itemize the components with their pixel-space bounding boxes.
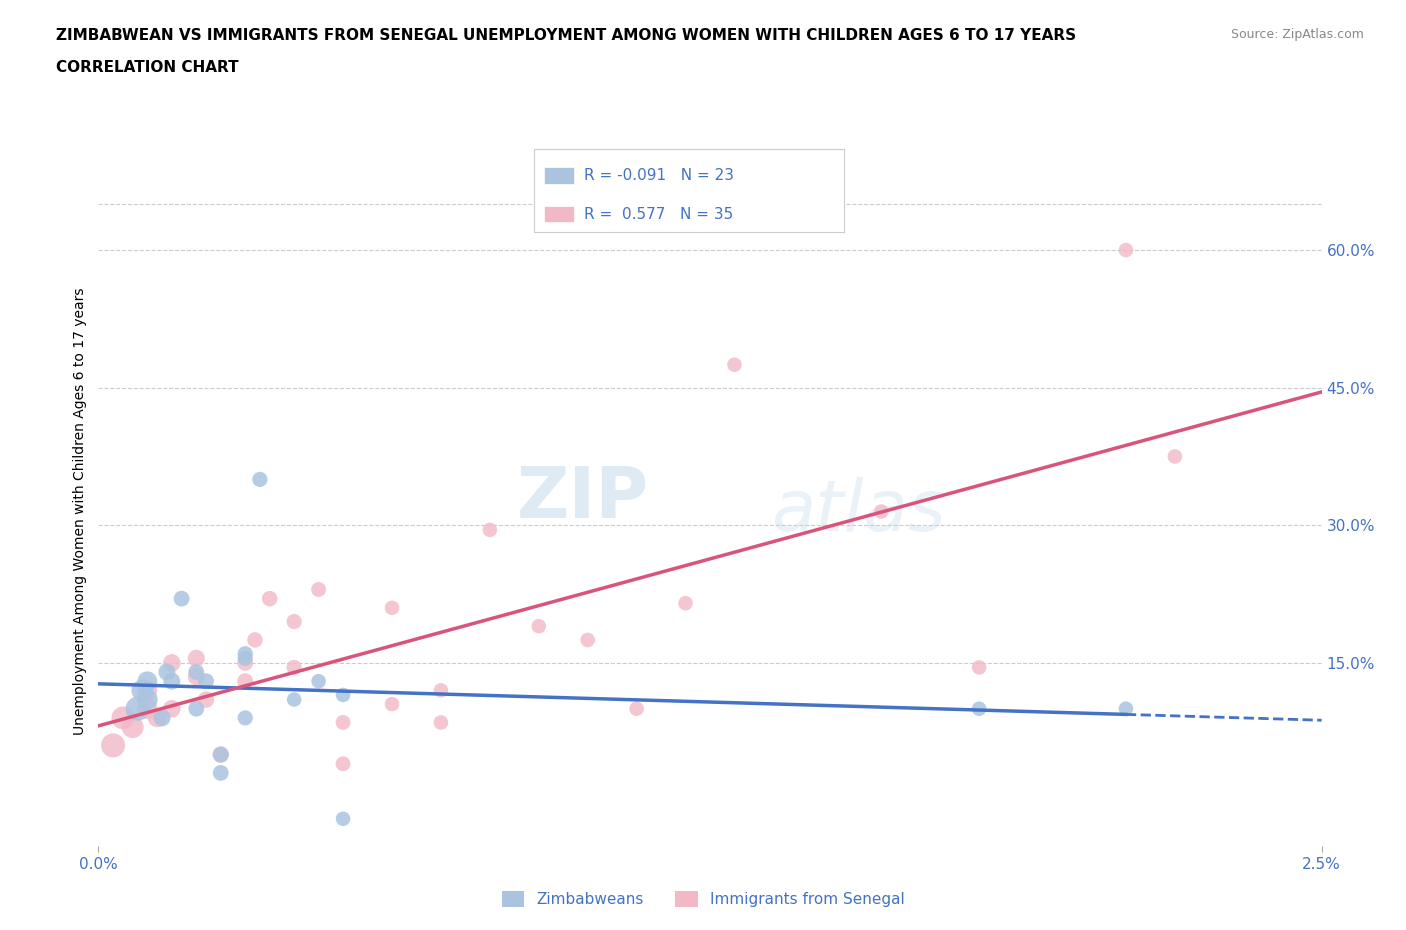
Point <box>626 701 648 716</box>
Point <box>233 711 256 725</box>
Text: ZIMBABWEAN VS IMMIGRANTS FROM SENEGAL UNEMPLOYMENT AMONG WOMEN WITH CHILDREN AGE: ZIMBABWEAN VS IMMIGRANTS FROM SENEGAL UN… <box>56 28 1077 43</box>
Point <box>233 646 256 661</box>
Point <box>186 651 208 666</box>
Point <box>430 683 453 698</box>
Point <box>1115 701 1137 716</box>
Point <box>283 614 305 629</box>
Point <box>675 596 697 611</box>
Point <box>249 472 271 486</box>
Point <box>186 670 208 684</box>
Point <box>332 756 354 771</box>
Y-axis label: Unemployment Among Women with Children Ages 6 to 17 years: Unemployment Among Women with Children A… <box>73 287 87 736</box>
Point <box>381 697 404 711</box>
Point <box>160 673 183 688</box>
Point <box>195 692 218 707</box>
Point <box>136 692 159 707</box>
Point <box>127 701 149 716</box>
Point <box>136 701 159 716</box>
Text: R = -0.091   N = 23: R = -0.091 N = 23 <box>583 168 734 183</box>
Point <box>131 683 153 698</box>
Point <box>146 711 169 725</box>
Point <box>332 715 354 730</box>
Point <box>1164 449 1187 464</box>
Point <box>527 618 550 633</box>
Point <box>209 747 232 762</box>
Point <box>170 591 193 606</box>
Point <box>136 683 159 698</box>
Point <box>332 687 354 702</box>
Point <box>283 660 305 675</box>
Point <box>209 747 232 762</box>
Point <box>195 673 218 688</box>
Point <box>160 701 183 716</box>
Point <box>308 673 330 688</box>
Text: atlas: atlas <box>772 477 946 546</box>
Point <box>186 701 208 716</box>
Bar <box>544 206 575 222</box>
Point <box>233 673 256 688</box>
Point <box>101 738 124 753</box>
Text: CORRELATION CHART: CORRELATION CHART <box>56 60 239 75</box>
Bar <box>544 167 575 184</box>
Legend: Zimbabweans, Immigrants from Senegal: Zimbabweans, Immigrants from Senegal <box>495 884 911 913</box>
Text: ZIP: ZIP <box>516 464 650 533</box>
Point <box>967 701 990 716</box>
Point <box>1115 243 1137 258</box>
Point <box>332 811 354 826</box>
Point <box>136 673 159 688</box>
Point <box>478 523 501 538</box>
Point <box>150 711 173 725</box>
Point <box>186 665 208 680</box>
Point <box>259 591 281 606</box>
Point <box>243 632 266 647</box>
Point <box>156 665 179 680</box>
Point <box>723 357 745 372</box>
Text: Source: ZipAtlas.com: Source: ZipAtlas.com <box>1230 28 1364 41</box>
Point <box>209 765 232 780</box>
Point <box>381 601 404 616</box>
Point <box>308 582 330 597</box>
Point <box>430 715 453 730</box>
Point <box>233 656 256 671</box>
Point <box>283 692 305 707</box>
Point <box>233 651 256 666</box>
Point <box>967 660 990 675</box>
Point <box>111 711 134 725</box>
Point <box>576 632 599 647</box>
Text: R =  0.577   N = 35: R = 0.577 N = 35 <box>583 206 733 221</box>
Point <box>870 504 893 519</box>
Point <box>160 656 183 671</box>
Point <box>121 720 143 735</box>
